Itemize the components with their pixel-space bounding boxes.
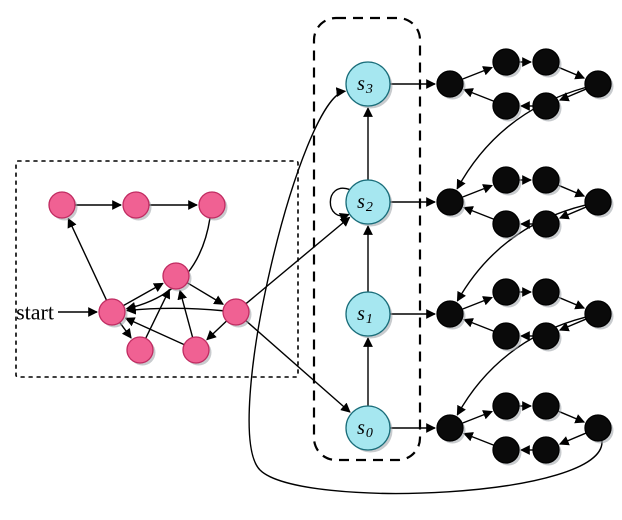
node-p_r bbox=[223, 299, 249, 325]
node-g0_tu bbox=[493, 393, 519, 419]
node-g2_l bbox=[437, 189, 463, 215]
node-g1_r bbox=[585, 301, 611, 327]
node-g0_tl bbox=[533, 393, 559, 419]
node-g2_tu bbox=[493, 167, 519, 193]
start-label: start bbox=[16, 300, 54, 325]
node-g0_bl bbox=[533, 437, 559, 463]
node-g1_tl bbox=[533, 279, 559, 305]
node-g0_bu bbox=[493, 437, 519, 463]
node-g1_bl bbox=[533, 323, 559, 349]
node-p_tr bbox=[199, 192, 225, 218]
node-g3_l bbox=[437, 71, 463, 97]
node-g2_tl bbox=[533, 167, 559, 193]
node-g1_tu bbox=[493, 279, 519, 305]
node-g3_tl bbox=[533, 49, 559, 75]
node-g3_bl bbox=[533, 93, 559, 119]
node-g2_bu bbox=[493, 211, 519, 237]
node-g1_l bbox=[437, 301, 463, 327]
node-g2_r bbox=[585, 189, 611, 215]
background bbox=[0, 0, 622, 520]
node-p_tl bbox=[49, 192, 75, 218]
node-p_bl bbox=[127, 337, 153, 363]
node-g0_r bbox=[585, 415, 611, 441]
node-p_br bbox=[183, 337, 209, 363]
node-g3_tu bbox=[493, 49, 519, 75]
node-p_hub bbox=[99, 299, 125, 325]
node-g0_l bbox=[437, 415, 463, 441]
node-p_up bbox=[163, 263, 189, 289]
node-g3_bu bbox=[493, 93, 519, 119]
node-g1_bu bbox=[493, 323, 519, 349]
node-g2_bl bbox=[533, 211, 559, 237]
diagram-canvas: starts0s1s2s3 bbox=[0, 0, 622, 520]
node-g3_r bbox=[585, 71, 611, 97]
node-p_tm bbox=[123, 192, 149, 218]
